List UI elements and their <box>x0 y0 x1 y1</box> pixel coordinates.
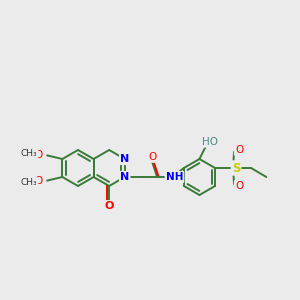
Text: O: O <box>34 176 42 186</box>
Text: S: S <box>232 161 240 175</box>
Text: O: O <box>235 181 243 191</box>
Text: CH₃: CH₃ <box>21 178 38 187</box>
Text: N: N <box>120 154 129 164</box>
Text: O: O <box>235 145 243 155</box>
Text: CH₃: CH₃ <box>21 149 38 158</box>
Text: N: N <box>120 172 129 182</box>
Text: O: O <box>104 201 114 211</box>
Text: NH: NH <box>166 172 183 182</box>
Text: O: O <box>34 150 42 161</box>
Text: HO: HO <box>202 136 218 147</box>
Text: O: O <box>148 152 157 162</box>
